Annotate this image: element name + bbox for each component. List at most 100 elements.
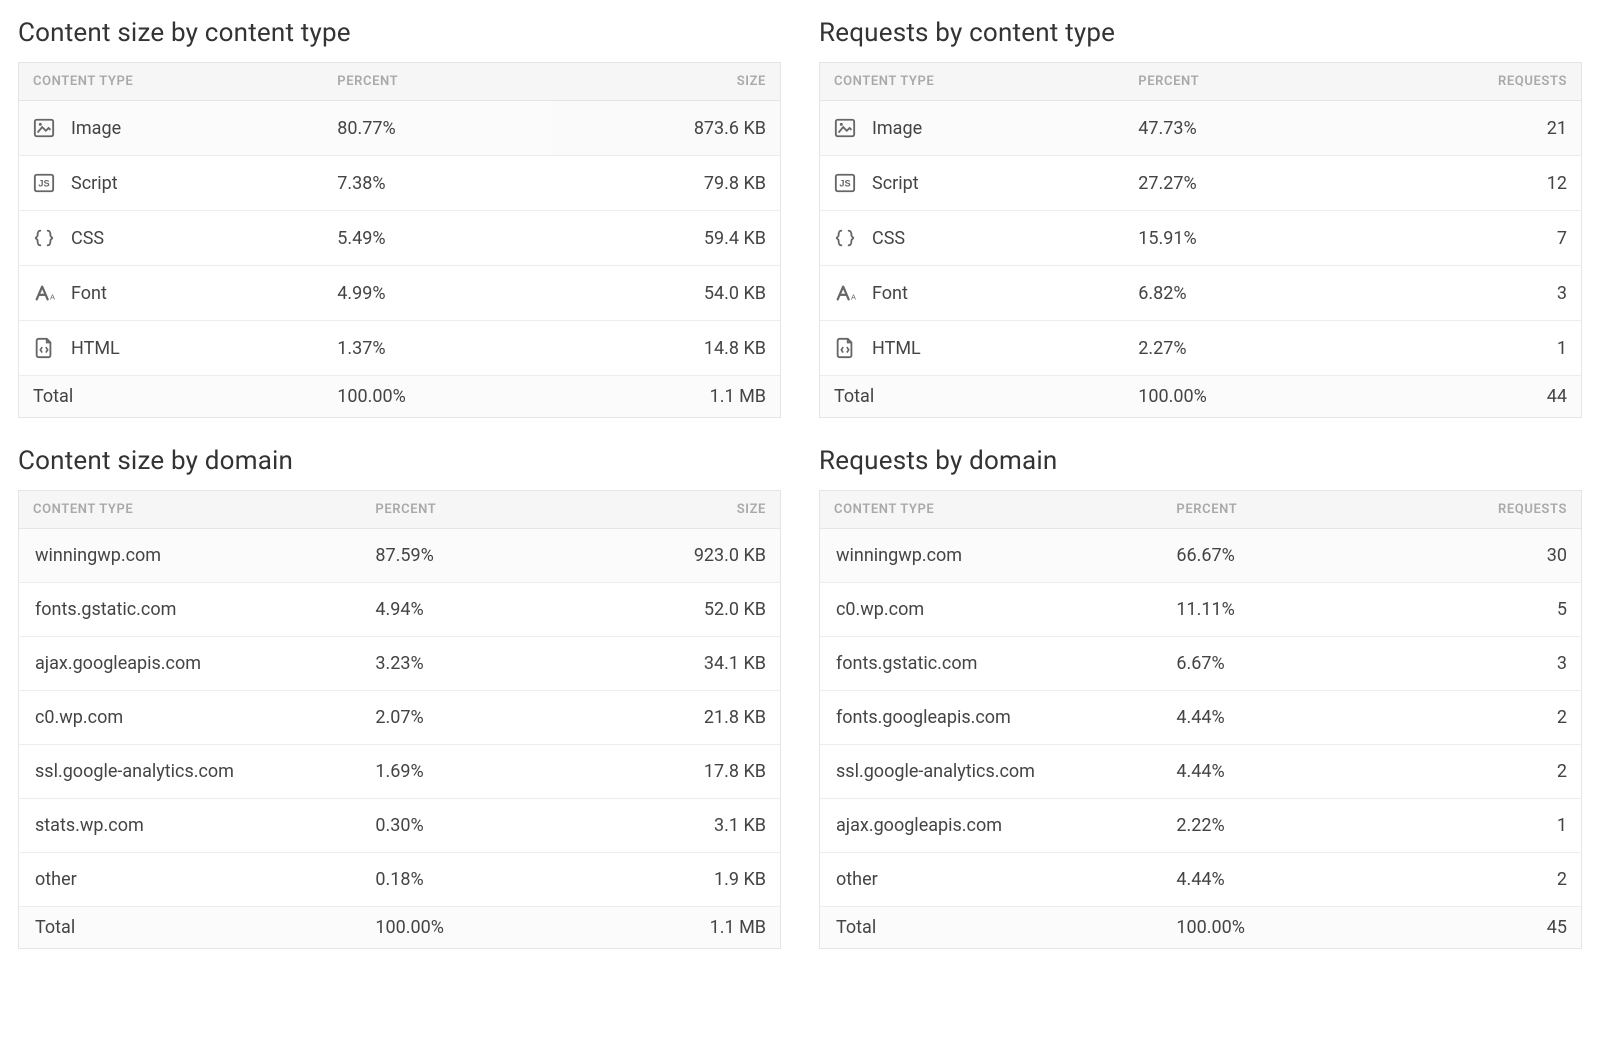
percent-cell: 1.37% [323,321,552,376]
table-row: Script 27.27%12 [820,156,1582,211]
value-cell: 3.1 KB [567,799,780,853]
type-cell: c0.wp.com [19,691,362,745]
percent-cell: 0.18% [361,853,567,907]
requests-by-domain-panel: Requests by domain CONTENT TYPE PERCENT … [819,446,1582,949]
content-size-by-domain-panel: Content size by domain CONTENT TYPE PERC… [18,446,781,949]
percent-cell: 87.59% [361,529,567,583]
percent-cell: 4.44% [1162,745,1368,799]
value-cell: 1 [1368,799,1581,853]
percent-cell: 27.27% [1124,156,1353,211]
percent-cell: 15.91% [1124,211,1353,266]
total-value: 1.1 MB [567,907,780,949]
requests-by-domain-table: CONTENT TYPE PERCENT REQUESTS winningwp.… [819,490,1582,949]
table-row: Image 80.77%873.6 KB [19,101,781,156]
type-cell: CSS [820,211,1125,266]
total-row: Total 100.00% 1.1 MB [19,376,781,418]
value-cell: 79.8 KB [552,156,781,211]
type-label: Image [71,118,121,139]
value-cell: 12 [1353,156,1582,211]
table-row: CSS5.49%59.4 KB [19,211,781,266]
table-row: ajax.googleapis.com3.23%34.1 KB [19,637,781,691]
type-label: Script [71,173,118,194]
value-cell: 54.0 KB [552,266,781,321]
col-requests[interactable]: REQUESTS [1368,491,1581,529]
col-content-type[interactable]: CONTENT TYPE [820,63,1125,101]
type-cell: HTML [19,321,324,376]
col-size[interactable]: SIZE [552,63,781,101]
content-size-by-type-table: CONTENT TYPE PERCENT SIZE Image 80.77%873… [18,62,781,418]
value-cell: 1.9 KB [567,853,780,907]
total-percent: 100.00% [361,907,567,949]
percent-cell: 2.27% [1124,321,1353,376]
total-label: Total [19,376,324,418]
type-cell: other [19,853,362,907]
type-cell: fonts.googleapis.com [820,691,1163,745]
percent-cell: 7.38% [323,156,552,211]
col-content-type[interactable]: CONTENT TYPE [19,63,324,101]
type-label: Script [872,173,919,194]
table-row: Font6.82%3 [820,266,1582,321]
col-percent[interactable]: PERCENT [361,491,567,529]
type-label: CSS [71,228,104,249]
image-icon [834,117,856,139]
type-label: Font [71,283,107,304]
value-cell: 14.8 KB [552,321,781,376]
type-cell: winningwp.com [820,529,1163,583]
type-cell: Image [820,101,1125,156]
table-row: other0.18%1.9 KB [19,853,781,907]
value-cell: 2 [1368,745,1581,799]
col-content-type[interactable]: CONTENT TYPE [820,491,1163,529]
css-icon [834,227,856,249]
value-cell: 30 [1368,529,1581,583]
script-icon [834,172,856,194]
type-cell: ssl.google-analytics.com [820,745,1163,799]
percent-cell: 80.77% [323,101,552,156]
value-cell: 3 [1368,637,1581,691]
type-label: Font [872,283,908,304]
css-icon [33,227,55,249]
type-cell: Font [19,266,324,321]
total-percent: 100.00% [323,376,552,418]
table-row: CSS15.91%7 [820,211,1582,266]
col-requests[interactable]: REQUESTS [1353,63,1582,101]
type-cell: fonts.gstatic.com [19,583,362,637]
type-label: HTML [872,338,921,359]
col-size[interactable]: SIZE [567,491,780,529]
value-cell: 1 [1353,321,1582,376]
type-cell: Script [19,156,324,211]
percent-cell: 5.49% [323,211,552,266]
total-row: Total 100.00% 44 [820,376,1582,418]
total-value: 45 [1368,907,1581,949]
value-cell: 7 [1353,211,1582,266]
type-cell: winningwp.com [19,529,362,583]
value-cell: 873.6 KB [552,101,781,156]
value-cell: 21 [1353,101,1582,156]
col-percent[interactable]: PERCENT [1162,491,1368,529]
col-percent[interactable]: PERCENT [1124,63,1353,101]
html-icon [834,337,856,359]
total-label: Total [820,376,1125,418]
value-cell: 2 [1368,853,1581,907]
script-icon [33,172,55,194]
percent-cell: 4.99% [323,266,552,321]
requests-by-type-table: CONTENT TYPE PERCENT REQUESTS Image47.73… [819,62,1582,418]
total-row: Total 100.00% 45 [820,907,1582,949]
type-cell: other [820,853,1163,907]
value-cell: 3 [1353,266,1582,321]
col-percent[interactable]: PERCENT [323,63,552,101]
type-cell: ajax.googleapis.com [19,637,362,691]
table-row: ssl.google-analytics.com4.44%2 [820,745,1582,799]
value-cell: 52.0 KB [567,583,780,637]
col-content-type[interactable]: CONTENT TYPE [19,491,362,529]
type-cell: fonts.gstatic.com [820,637,1163,691]
percent-cell: 2.07% [361,691,567,745]
type-cell: Script [820,156,1125,211]
value-cell: 17.8 KB [567,745,780,799]
font-icon [33,282,55,304]
table-row: fonts.googleapis.com4.44%2 [820,691,1582,745]
table-row: fonts.gstatic.com6.67%3 [820,637,1582,691]
table-row: c0.wp.com11.11%5 [820,583,1582,637]
total-value: 44 [1353,376,1582,418]
percent-cell: 11.11% [1162,583,1368,637]
total-percent: 100.00% [1124,376,1353,418]
